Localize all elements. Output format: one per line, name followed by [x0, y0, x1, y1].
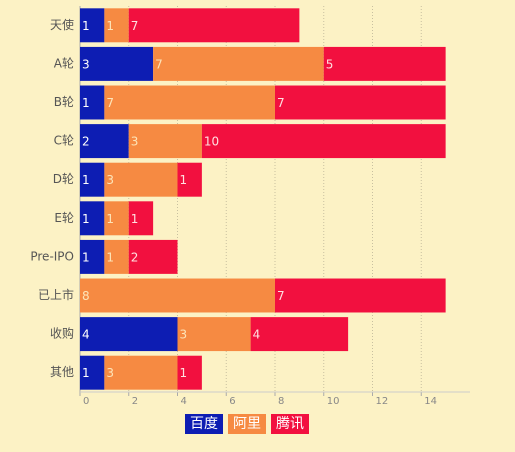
value-label: 1	[82, 173, 90, 187]
value-label: 8	[82, 289, 90, 303]
y-tick-label: 已上市	[38, 287, 74, 302]
bar-segment	[128, 239, 178, 274]
bar-segment	[323, 46, 446, 81]
value-label: 3	[82, 57, 90, 71]
y-tick-label: E轮	[54, 211, 74, 225]
value-label: 2	[131, 250, 139, 264]
legend-label: 阿里	[233, 416, 261, 432]
bar-segment	[80, 46, 154, 81]
bar-segment	[80, 278, 275, 313]
legend-label: 百度	[190, 416, 218, 432]
bar-segment	[128, 8, 300, 43]
legend-label: 腾讯	[276, 415, 304, 432]
y-tick-label: B轮	[54, 95, 74, 109]
bar-segment	[104, 201, 129, 236]
y-tick-label: 其他	[50, 365, 74, 379]
value-label: 1	[82, 250, 90, 264]
bar-segment	[104, 162, 178, 197]
bar-segment	[177, 162, 202, 197]
bar-segment	[104, 8, 129, 43]
legend-swatch	[228, 414, 266, 434]
value-label: 4	[82, 328, 90, 342]
x-tick-label: 0	[83, 396, 89, 407]
bar-segment	[80, 124, 129, 159]
bar-segment	[80, 162, 105, 197]
x-tick-label: 8	[278, 396, 284, 407]
value-label: 3	[180, 328, 188, 342]
value-label: 2	[82, 135, 90, 149]
bar-segment	[80, 85, 105, 120]
value-label: 3	[106, 173, 114, 187]
bar-segment	[275, 85, 446, 120]
value-label: 1	[180, 366, 188, 380]
legend-item: 阿里	[228, 414, 266, 434]
bar-segment	[80, 8, 105, 43]
x-tick-label: 2	[132, 396, 138, 407]
y-tick-label: A轮	[54, 56, 74, 70]
value-label: 5	[326, 57, 334, 71]
bar-segment	[104, 85, 275, 120]
y-tick-label: 收购	[50, 326, 74, 341]
bar-segment	[250, 317, 349, 352]
legend-item: 腾讯	[271, 414, 309, 434]
value-label: 1	[180, 173, 188, 187]
x-tick-label: 10	[327, 396, 340, 407]
y-tick-label: D轮	[53, 172, 74, 186]
value-label: 1	[82, 19, 90, 33]
value-label: 4	[253, 328, 261, 342]
y-tick-label: 天使	[50, 17, 74, 32]
value-label: 10	[204, 135, 219, 149]
value-label: 7	[106, 96, 114, 110]
y-tick-label: Pre-IPO	[30, 249, 74, 263]
legend-item: 百度	[185, 414, 223, 434]
bar-segment	[80, 201, 105, 236]
y-tick-label: C轮	[54, 134, 74, 148]
value-label: 7	[155, 57, 163, 71]
value-label: 3	[106, 366, 114, 380]
value-label: 1	[106, 250, 114, 264]
value-label: 7	[131, 19, 139, 33]
value-label: 1	[106, 19, 114, 33]
bar-segment	[201, 124, 446, 159]
value-label: 1	[82, 366, 90, 380]
value-label: 1	[82, 96, 90, 110]
x-tick-label: 12	[376, 396, 389, 407]
value-label: 7	[277, 96, 285, 110]
value-label: 1	[131, 212, 139, 226]
bar-segment	[177, 355, 202, 390]
bar-segment	[128, 201, 154, 236]
value-label: 1	[106, 212, 114, 226]
bar-segment	[275, 278, 446, 313]
value-label: 3	[131, 135, 139, 149]
bar-segment	[104, 239, 129, 274]
bar-segment	[153, 46, 324, 81]
value-label: 7	[277, 289, 285, 303]
bar-segment	[128, 124, 202, 159]
bar-segment	[104, 355, 178, 390]
x-tick-label: 14	[424, 396, 437, 407]
value-label: 1	[82, 212, 90, 226]
bar-segment	[177, 317, 251, 352]
legend-swatch	[185, 414, 223, 434]
legend-swatch	[271, 414, 309, 434]
bar-segment	[80, 355, 105, 390]
bar-segment	[80, 317, 178, 352]
x-tick-label: 6	[229, 396, 235, 407]
x-tick-label: 4	[181, 396, 187, 407]
bar-segment	[80, 239, 105, 274]
